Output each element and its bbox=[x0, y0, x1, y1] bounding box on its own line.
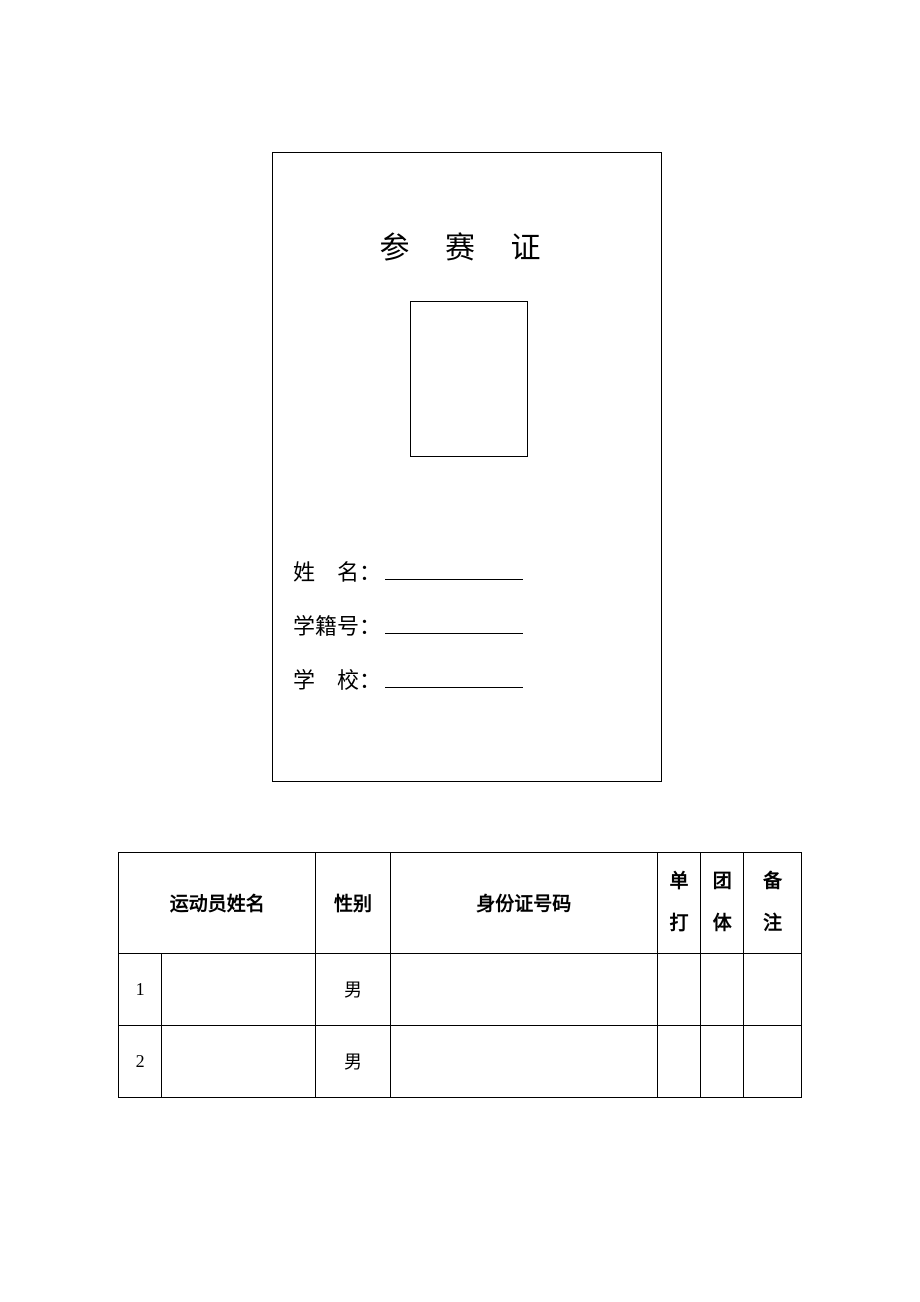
student-id-line bbox=[385, 633, 523, 634]
cell-name bbox=[162, 953, 316, 1025]
field-group: 姓 名： 学籍号： 学 校： bbox=[293, 555, 643, 717]
student-id-field-row: 学籍号： bbox=[293, 609, 643, 641]
table-header-row: 运动员姓名 性别 身份证号码 单打 团体 备注 bbox=[119, 853, 802, 954]
header-id-number: 身份证号码 bbox=[390, 853, 657, 954]
cell-note bbox=[744, 1025, 802, 1097]
cell-note bbox=[744, 953, 802, 1025]
cell-num: 2 bbox=[119, 1025, 162, 1097]
cell-id bbox=[390, 1025, 657, 1097]
athlete-table-container: 运动员姓名 性别 身份证号码 单打 团体 备注 1 男 2 男 bbox=[118, 852, 802, 1098]
header-note: 备注 bbox=[744, 853, 802, 954]
cell-single bbox=[657, 1025, 700, 1097]
cell-gender: 男 bbox=[316, 1025, 390, 1097]
school-line bbox=[385, 687, 523, 688]
cell-single bbox=[657, 953, 700, 1025]
cell-team bbox=[701, 1025, 744, 1097]
athlete-table: 运动员姓名 性别 身份证号码 单打 团体 备注 1 男 2 男 bbox=[118, 852, 802, 1098]
cell-gender: 男 bbox=[316, 953, 390, 1025]
cell-team bbox=[701, 953, 744, 1025]
header-gender: 性别 bbox=[316, 853, 390, 954]
header-athlete-name: 运动员姓名 bbox=[119, 853, 316, 954]
card-title: 参 赛 证 bbox=[273, 223, 661, 267]
school-label: 学 校： bbox=[293, 663, 381, 695]
table-row: 2 男 bbox=[119, 1025, 802, 1097]
photo-placeholder bbox=[410, 301, 528, 457]
header-team: 团体 bbox=[701, 853, 744, 954]
cell-name bbox=[162, 1025, 316, 1097]
name-line bbox=[385, 579, 523, 580]
name-label: 姓 名： bbox=[293, 555, 381, 587]
cell-id bbox=[390, 953, 657, 1025]
cell-num: 1 bbox=[119, 953, 162, 1025]
student-id-label: 学籍号： bbox=[293, 609, 381, 641]
header-single: 单打 bbox=[657, 853, 700, 954]
school-field-row: 学 校： bbox=[293, 663, 643, 695]
table-row: 1 男 bbox=[119, 953, 802, 1025]
name-field-row: 姓 名： bbox=[293, 555, 643, 587]
competition-card: 参 赛 证 姓 名： 学籍号： 学 校： bbox=[272, 152, 662, 782]
